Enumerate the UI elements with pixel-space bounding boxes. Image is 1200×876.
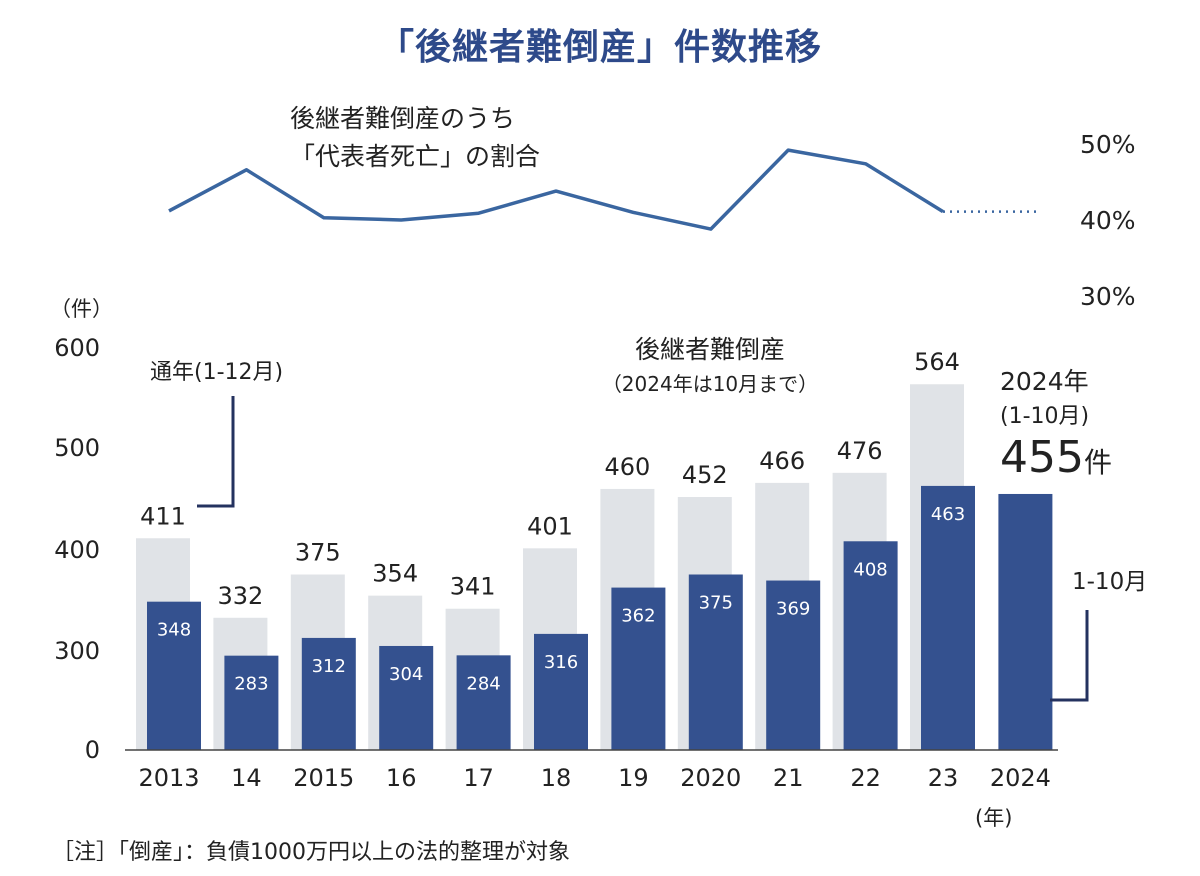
annotation-2024: 2024年 (1-10月) 455件 xyxy=(1000,362,1112,483)
ratio-line xyxy=(168,148,944,231)
annual-series-note: 通年(1-12月) xyxy=(150,360,284,385)
label-annual: 564 xyxy=(914,348,960,376)
label-annual: 411 xyxy=(140,502,186,530)
pct-tick-50: 50% xyxy=(1080,130,1136,159)
jan-oct-series-note: 1-10月 xyxy=(1072,569,1148,595)
jan-oct-leader-line xyxy=(1050,610,1089,702)
bar-jan-oct xyxy=(379,645,434,750)
y-tick-300: 300 xyxy=(54,637,100,665)
label-annual: 401 xyxy=(527,512,573,540)
y-tick-0: 0 xyxy=(84,736,100,764)
bar-jan-oct xyxy=(534,633,588,750)
label-annual: 375 xyxy=(295,539,341,567)
x-tick-label: 14 xyxy=(231,764,262,792)
bar-jan-oct xyxy=(998,493,1053,750)
label-jan-oct: 316 xyxy=(544,652,578,673)
bar-jan-oct xyxy=(301,637,356,750)
bar-jan-oct xyxy=(921,485,975,750)
label-annual: 452 xyxy=(682,461,728,489)
label-jan-oct: 348 xyxy=(157,620,191,641)
x-tick-label: 2013 xyxy=(138,764,199,792)
annotation-2024-unit: 件 xyxy=(1083,446,1112,479)
bar-jan-oct xyxy=(611,587,666,750)
label-annual: 466 xyxy=(759,447,805,475)
x-tick-label: 16 xyxy=(386,764,417,792)
x-tick-label: 19 xyxy=(618,764,649,792)
series-note-title: 後継者難倒産 xyxy=(634,335,785,364)
label-jan-oct: 304 xyxy=(389,664,423,685)
label-jan-oct: 362 xyxy=(621,606,655,627)
annual-leader-line xyxy=(197,396,235,508)
label-jan-oct: 375 xyxy=(699,593,733,614)
chart-title: 「後継者難倒産」件数推移 xyxy=(377,27,822,68)
bar-jan-oct xyxy=(147,601,201,750)
y-axis-unit: （件） xyxy=(50,297,113,321)
series-note: 後継者難倒産 （2024年は10月まで） xyxy=(560,330,860,397)
x-tick-label: 17 xyxy=(463,764,494,792)
label-jan-oct: 312 xyxy=(312,656,346,677)
pct-tick-30: 30% xyxy=(1080,282,1136,311)
y-tick-500: 500 xyxy=(54,434,100,462)
x-tick-label: 2020 xyxy=(680,764,741,792)
x-tick-label: 2015 xyxy=(293,764,354,792)
bar-jan-oct xyxy=(224,655,279,750)
bar-jan-oct xyxy=(456,655,511,750)
y-tick-600: 600 xyxy=(54,334,100,362)
label-annual: 341 xyxy=(450,573,496,601)
x-tick-label: 18 xyxy=(541,764,572,792)
annotation-2024-year: 2024年 xyxy=(1000,367,1089,396)
label-jan-oct: 283 xyxy=(234,674,268,695)
x-tick-label: 23 xyxy=(928,764,959,792)
label-annual: 460 xyxy=(604,453,650,481)
bar-jan-oct xyxy=(688,574,743,750)
x-axis-unit: (年) xyxy=(975,806,1013,830)
label-jan-oct: 369 xyxy=(776,599,810,620)
annotation-2024-total: 455件 xyxy=(1000,432,1112,483)
bar-jan-oct xyxy=(766,580,821,750)
line-series-label: 後継者難倒産のうち 「代表者死亡」の割合 xyxy=(290,100,540,176)
label-jan-oct: 463 xyxy=(931,504,965,525)
label-annual: 332 xyxy=(217,582,263,610)
line-series-label-line1: 後継者難倒産のうち xyxy=(290,104,516,133)
y-tick-400: 400 xyxy=(54,536,100,564)
annotation-2024-range: (1-10月) xyxy=(1000,404,1090,429)
label-jan-oct: 408 xyxy=(853,559,887,580)
label-annual: 354 xyxy=(372,560,418,588)
label-annual: 476 xyxy=(837,437,883,465)
line-series-label-line2: 「代表者死亡」の割合 xyxy=(290,142,541,171)
bar-jan-oct xyxy=(843,541,898,750)
x-tick-label: 21 xyxy=(773,764,804,792)
x-tick-label: 2024 xyxy=(990,764,1051,792)
pct-tick-40: 40% xyxy=(1080,206,1136,235)
x-tick-label: 22 xyxy=(850,764,881,792)
footnote: ［注］「倒産」：負債1000万円以上の法的整理が対象 xyxy=(52,840,570,865)
label-jan-oct: 284 xyxy=(466,673,500,694)
series-note-sub: （2024年は10月まで） xyxy=(601,372,819,396)
annotation-2024-value: 455 xyxy=(1000,432,1084,483)
